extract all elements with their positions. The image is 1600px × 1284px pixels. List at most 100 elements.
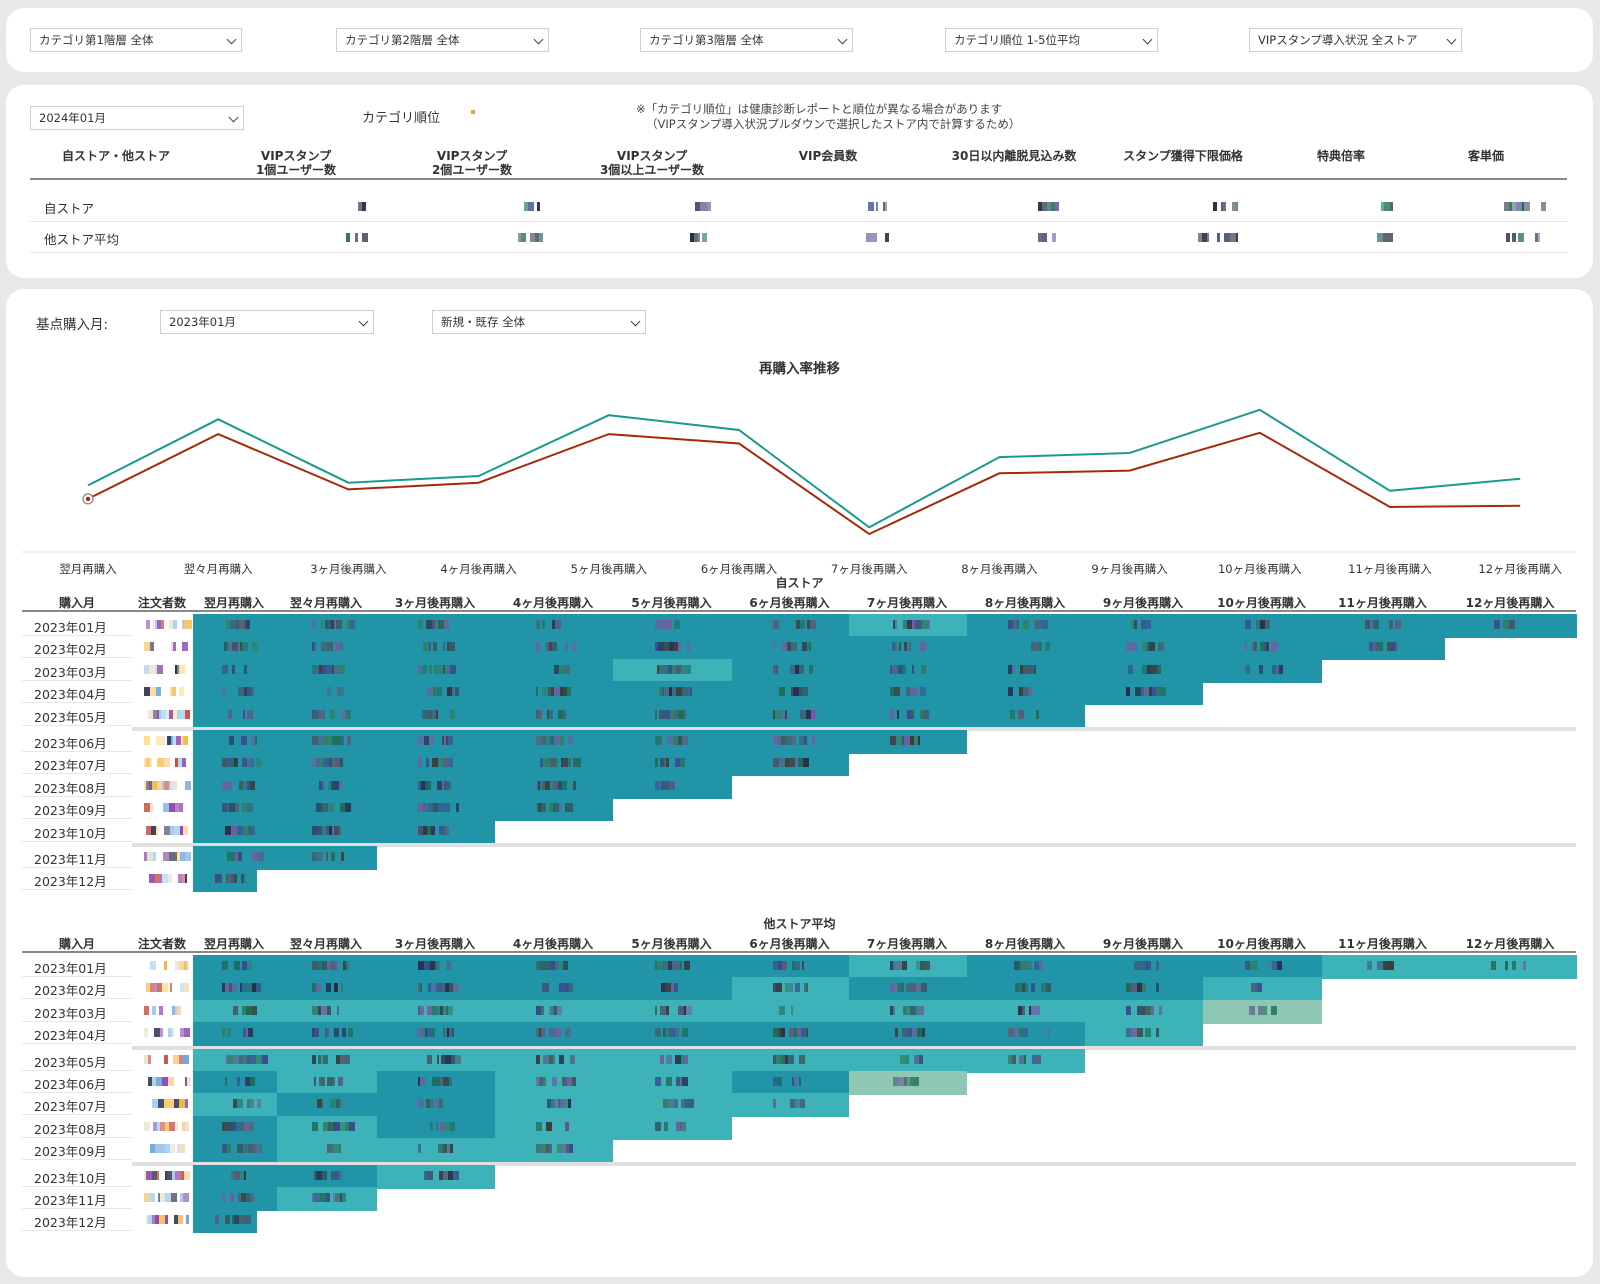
order-count-value (144, 781, 191, 790)
cohort-cell-value (312, 1122, 355, 1131)
cohort-cell-value (312, 1055, 350, 1064)
cohort-cell[interactable] (613, 614, 732, 638)
cohort-cell[interactable] (193, 1022, 277, 1046)
cohort-cell[interactable] (377, 1049, 495, 1073)
cohort-cell[interactable] (967, 704, 1085, 728)
cohort-cell[interactable] (193, 1187, 277, 1211)
cohort-cell-value (890, 1077, 924, 1086)
col-header-month: 購入月 (58, 937, 95, 951)
cohort-cell-value (222, 687, 255, 696)
cohort-cell[interactable] (732, 1000, 849, 1024)
cohort-cell-value (1126, 1028, 1159, 1037)
cohort-cell[interactable] (1203, 977, 1322, 1001)
cohort-cell[interactable] (967, 1049, 1085, 1073)
month-dropdown[interactable]: 2024年01月 (30, 106, 244, 130)
cohort-cell[interactable] (377, 1022, 495, 1046)
order-count-value (144, 736, 188, 745)
cohort-cell[interactable] (967, 636, 1085, 660)
category-level2-dropdown[interactable]: カテゴリ第2階層 全体 (336, 28, 549, 52)
row-divider (22, 751, 132, 753)
segment-dropdown[interactable]: 新規・既存 全体 (432, 310, 646, 334)
cohort-cell-value (773, 1006, 804, 1015)
base-month-dropdown[interactable]: 2023年01月 (160, 310, 374, 334)
cohort-cell[interactable] (193, 775, 277, 799)
x-tick-label: 4ヶ月後再購入 (440, 562, 517, 576)
cohort-cell-value (222, 1006, 257, 1015)
x-tick-label: 6ヶ月後再購入 (701, 562, 778, 576)
series-line-1[interactable] (87, 431, 1521, 536)
cohort-cell[interactable] (967, 1000, 1085, 1024)
cohort-cell-value (655, 1055, 688, 1064)
cohort-cell-value (536, 642, 577, 651)
cohort-cell[interactable] (613, 1000, 732, 1024)
order-count-value (144, 852, 191, 861)
cohort-cell[interactable] (1322, 614, 1445, 638)
category-level3-dropdown[interactable]: カテゴリ第3階層 全体 (640, 28, 853, 52)
x-tick-label: 12ヶ月後再購入 (1478, 562, 1562, 576)
x-tick-label: 8ヶ月後再購入 (961, 562, 1038, 576)
cohort-cell[interactable] (1322, 636, 1445, 660)
cohort-cell[interactable] (732, 1071, 849, 1095)
cohort-cell-value (222, 961, 258, 970)
cohort-cell[interactable] (377, 775, 495, 799)
cohort-cell[interactable] (849, 955, 967, 979)
category-level1-dropdown[interactable]: カテゴリ第1階層 全体 (30, 28, 242, 52)
cohort-cell-value (536, 665, 570, 674)
cohort-cell[interactable] (849, 659, 967, 683)
cohort-cell-value (536, 1055, 579, 1064)
cohort-cell[interactable] (495, 1116, 613, 1140)
row-month-label: 2023年10月 (34, 1171, 107, 1186)
summary-value-other (866, 233, 889, 242)
cohort-cell-value (773, 1028, 812, 1037)
cohort-cell-value (215, 1215, 260, 1224)
cohort-cell[interactable] (377, 820, 495, 844)
col-header-stamp-price: スタンプ獲得下限価格 (1123, 149, 1243, 163)
cohort-cell[interactable] (613, 1071, 732, 1095)
cohort-cell[interactable] (193, 868, 257, 892)
cohort-cell[interactable] (193, 1071, 277, 1095)
category-level2-value: カテゴリ第2階層 全体 (345, 33, 460, 47)
cohort-panel: 基点購入月: 2023年01月 新規・既存 全体 再購入率推移 翌月再購入 翌々月… (6, 289, 1593, 1277)
cohort-cell[interactable] (193, 730, 277, 754)
cohort-cell[interactable] (732, 955, 849, 979)
cohort-cell[interactable] (193, 659, 277, 683)
cohort-cell[interactable] (277, 704, 377, 728)
cohort-cell[interactable] (613, 1116, 732, 1140)
cohort-cell[interactable] (613, 752, 732, 776)
cohort-cell[interactable] (1445, 955, 1577, 979)
segment-value: 新規・既存 全体 (441, 315, 526, 329)
col-header-period: 翌々月再購入 (289, 937, 362, 951)
cohort-cell[interactable] (193, 1138, 277, 1162)
cohort-cell[interactable] (495, 1138, 613, 1162)
cohort-cell[interactable] (732, 681, 849, 705)
cohort-cell[interactable] (1203, 955, 1322, 979)
cohort-cell[interactable] (377, 1138, 495, 1162)
cohort-cell[interactable] (193, 704, 277, 728)
cohort-cell[interactable] (277, 1165, 377, 1189)
cohort-cell[interactable] (277, 775, 377, 799)
cohort-cell-value (418, 758, 459, 767)
cohort-cell[interactable] (732, 614, 849, 638)
note-line2: （VIPスタンプ導入状況プルダウンで選択したストア内で計算するため） (646, 117, 1021, 131)
cohort-cell[interactable] (377, 1165, 495, 1189)
cohort-cell[interactable] (1085, 1022, 1203, 1046)
row-month-label: 2023年03月 (34, 1006, 107, 1021)
cohort-cell[interactable] (732, 704, 849, 728)
cohort-cell-value (222, 1122, 254, 1131)
cohort-cell[interactable] (613, 1049, 732, 1073)
cohort-cell-value (312, 620, 355, 629)
table-title: 他ストア平均 (763, 917, 836, 931)
row-month-label: 2023年02月 (34, 983, 107, 998)
vip-stamp-status-dropdown[interactable]: VIPスタンプ導入状況 全ストア (1249, 28, 1462, 52)
col-header-vip1-l1: VIPスタンプ (260, 149, 332, 163)
col-header-period: 11ヶ月後再購入 (1338, 596, 1427, 610)
cohort-cell[interactable] (277, 1093, 377, 1117)
series-line-0[interactable] (87, 408, 1521, 529)
cohort-cell[interactable] (377, 730, 495, 754)
cohort-cell[interactable] (495, 704, 613, 728)
col-header-period: 4ヶ月後再購入 (512, 596, 594, 610)
cohort-cell[interactable] (193, 681, 277, 705)
category-rank-dropdown[interactable]: カテゴリ順位 1-5位平均 (945, 28, 1158, 52)
cohort-cell[interactable] (495, 977, 613, 1001)
base-month-label: 基点購入月: (36, 317, 109, 333)
